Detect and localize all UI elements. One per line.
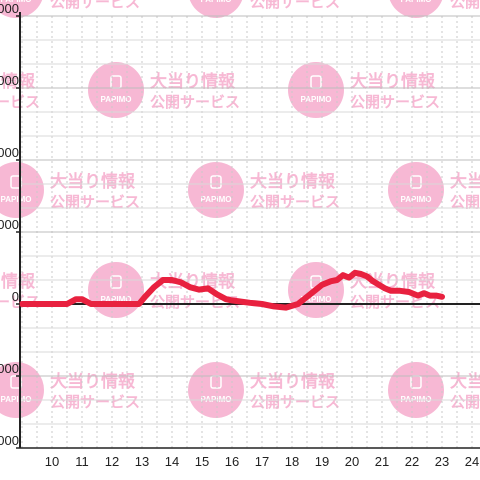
watermark-brand: PAPIMO <box>101 95 132 104</box>
watermark-brand: PAPIMO <box>201 0 232 4</box>
watermark-layer: PAPIMO大当り情報公開サービスPAPIMO大当り情報公開サービスPAPIMO… <box>0 0 480 418</box>
watermark-subtitle: 公開サービス <box>450 0 480 11</box>
watermark-title: 大当り情報 <box>450 171 480 192</box>
watermark-title: 大当り情報 <box>250 171 336 192</box>
y-tick-label: 12,000 <box>0 1 19 16</box>
watermark-circle <box>389 0 443 18</box>
watermark-subtitle: 公開サービス <box>250 393 340 411</box>
watermark-subtitle: 公開サービス <box>50 0 140 11</box>
watermark-circle <box>88 62 144 118</box>
watermark-brand: PAPIMO <box>301 295 332 304</box>
watermark-title: 大当り情報 <box>150 271 236 292</box>
watermark-circle <box>188 362 244 418</box>
x-tick-label: 17 <box>255 454 269 469</box>
x-tick-label: 22 <box>405 454 419 469</box>
watermark-circle <box>388 362 444 418</box>
watermark-title: 大当り情報 <box>450 371 480 392</box>
watermark-subtitle: 公開サービス <box>50 193 140 211</box>
x-tick-label: 24 <box>465 454 479 469</box>
y-tick-label: 9,000 <box>0 73 19 88</box>
watermark-circle <box>189 0 243 18</box>
watermark-subtitle: 公開サービス <box>450 393 480 411</box>
series-layer <box>19 269 445 311</box>
watermark-subtitle: 公開サービス <box>50 393 140 411</box>
watermark-title: 大当り情報 <box>250 371 336 392</box>
x-tick-label: 16 <box>225 454 239 469</box>
watermark-subtitle: 公開サービス <box>250 0 340 11</box>
watermark-brand: PAPIMO <box>201 195 232 204</box>
watermark-title: 大当り情報 <box>0 71 36 92</box>
series-line <box>19 269 445 311</box>
y-tick-label: 6,000 <box>0 145 19 160</box>
watermark-circle <box>0 162 44 218</box>
watermark-subtitle: 公開サービス <box>350 93 440 111</box>
phone-icon <box>110 275 122 289</box>
x-tick-label: 11 <box>75 454 89 469</box>
x-tick-label: 18 <box>285 454 299 469</box>
watermark-circle <box>0 0 43 18</box>
y-tick-label: 3,000 <box>0 217 19 232</box>
x-tick-label: 15 <box>195 454 209 469</box>
x-tick-label: 13 <box>135 454 149 469</box>
x-tick-label: 10 <box>45 454 59 469</box>
watermark-brand: PAPIMO <box>1 395 32 404</box>
watermark-brand: PAPIMO <box>1 0 32 4</box>
watermark-title: 大当り情報 <box>150 71 236 92</box>
watermark-brand: PAPIMO <box>1 195 32 204</box>
phone-icon <box>410 175 422 189</box>
y-tick-label: -6,000 <box>0 433 19 448</box>
x-tick-label: 20 <box>345 454 359 469</box>
watermark-circle <box>388 162 444 218</box>
watermark-circle <box>288 62 344 118</box>
x-tick-label: 12 <box>105 454 119 469</box>
y-tick-label: -3,000 <box>0 361 19 376</box>
x-tick-label: 14 <box>165 454 179 469</box>
watermark-brand: PAPIMO <box>401 0 432 4</box>
watermark-brand: PAPIMO <box>301 95 332 104</box>
watermark-subtitle: 公開サービス <box>150 93 240 111</box>
x-tick-label: 21 <box>375 454 389 469</box>
watermark-title: 大当り情報 <box>0 271 36 292</box>
x-tick-label: 23 <box>435 454 449 469</box>
phone-icon <box>210 175 222 189</box>
watermark-circle <box>188 162 244 218</box>
watermark-title: 大当り情報 <box>50 171 136 192</box>
watermark-subtitle: 公開サービス <box>250 193 340 211</box>
watermark-title: 大当り情報 <box>50 371 136 392</box>
x-tick-label: 19 <box>315 454 329 469</box>
y-tick-label: 0 <box>12 289 19 304</box>
watermark-brand: PAPIMO <box>101 295 132 304</box>
watermark-title: 大当り情報 <box>350 71 436 92</box>
watermark-circle <box>88 262 144 318</box>
watermark-brand: PAPIMO <box>401 195 432 204</box>
tick-labels: 12,000 9,000 6,000 3,000 0 -3,000 -6,000 10 11 12… <box>0 1 479 469</box>
